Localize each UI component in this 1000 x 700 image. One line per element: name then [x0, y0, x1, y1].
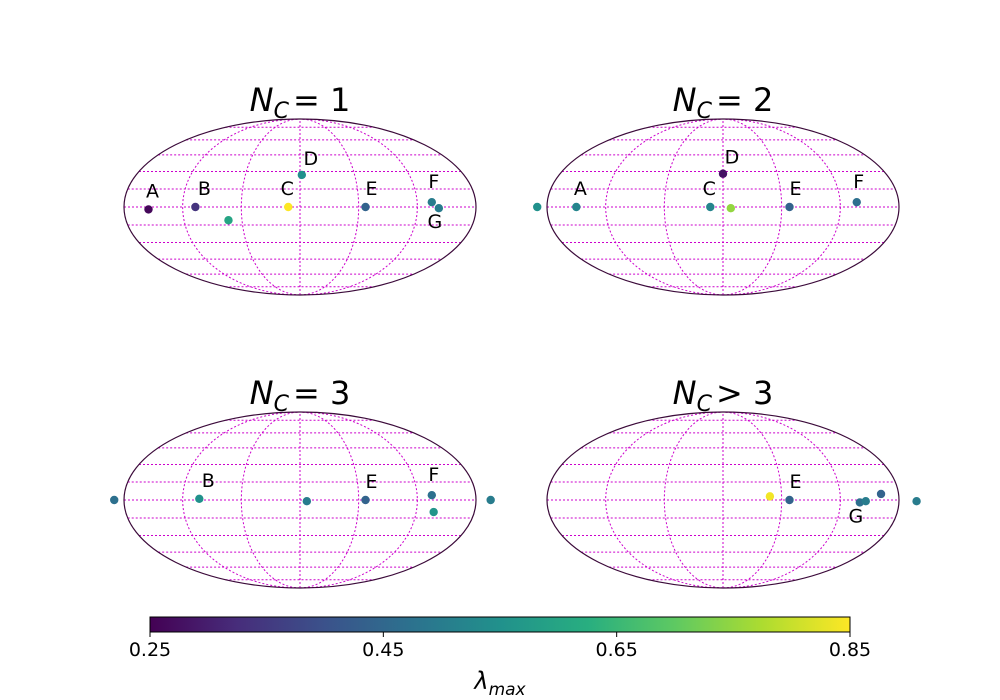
point-label: E — [789, 471, 801, 493]
longitude-gridline — [663, 118, 724, 296]
data-points: EG — [765, 471, 921, 527]
graticule — [124, 118, 476, 296]
longitude-gridline — [240, 118, 301, 296]
data-point — [912, 497, 921, 506]
colorbar-tick-label: 0.25 — [129, 639, 171, 661]
data-points: A CD E F — [533, 147, 864, 213]
panel-title: NC = 2 — [673, 81, 774, 124]
map-outline — [123, 118, 477, 296]
colorbar-tick-label: 0.65 — [596, 639, 638, 661]
map-panel-nc-gt-3: NC > 3EG — [546, 374, 921, 589]
data-point — [726, 204, 736, 213]
data-point — [434, 204, 444, 213]
data-point — [486, 495, 495, 505]
point-label: G — [848, 505, 863, 527]
map-outline — [546, 411, 900, 589]
graticule — [547, 411, 899, 589]
data-point — [361, 495, 370, 505]
point-label: A — [146, 180, 159, 202]
point-label: C — [281, 178, 294, 200]
data-point — [302, 497, 312, 506]
map-outline — [546, 118, 900, 296]
data-point — [765, 492, 775, 501]
data-points: A B CD E FG — [144, 148, 444, 233]
longitude-gridline — [663, 411, 724, 589]
data-point — [361, 202, 370, 212]
data-point — [110, 495, 119, 505]
map-panel-nc-1: NC = 1 A B CD E FG — [123, 81, 477, 296]
point-label: F — [428, 171, 439, 193]
longitude-gridline — [240, 411, 301, 589]
longitude-gridline — [722, 411, 783, 589]
point-label: E — [366, 178, 378, 200]
point-label: B — [198, 178, 211, 200]
data-point — [533, 202, 542, 212]
colorbar-tick-label: 0.85 — [829, 639, 871, 661]
data-point — [876, 489, 886, 499]
colorbar: 0.25 0.45 0.65 0.85 λmax — [129, 616, 871, 700]
graticule — [547, 118, 899, 296]
point-label: F — [428, 464, 439, 486]
graticule — [124, 411, 476, 589]
longitude-gridline — [182, 411, 301, 589]
data-point — [429, 507, 438, 517]
longitude-gridline — [722, 118, 841, 296]
point-label: B — [202, 470, 215, 492]
point-label: D — [303, 148, 318, 170]
longitude-gridline — [722, 411, 841, 589]
longitude-gridline — [605, 411, 724, 589]
colorbar-tick-label: 0.45 — [362, 639, 404, 661]
data-point — [706, 202, 715, 212]
data-point — [144, 205, 153, 214]
map-panel-nc-2: NC = 2 A CD E F — [533, 81, 900, 296]
data-point — [191, 202, 200, 212]
point-label: E — [366, 471, 378, 493]
point-label: F — [853, 171, 864, 193]
colorbar-label: λmax — [472, 667, 526, 700]
data-point — [785, 202, 794, 212]
point-label: A — [574, 178, 587, 200]
longitude-gridline — [299, 118, 418, 296]
panel-title: NC = 3 — [250, 374, 351, 417]
map-outline — [123, 411, 477, 589]
data-point — [284, 202, 293, 212]
data-point — [427, 490, 436, 500]
longitude-gridline — [722, 118, 783, 296]
data-point — [297, 170, 307, 180]
data-point — [195, 494, 204, 503]
longitude-gridline — [182, 118, 301, 296]
colorbar-gradient — [149, 616, 851, 633]
point-label: C — [703, 178, 716, 200]
map-panel-nc-3: NC = 3 B E F — [110, 374, 495, 589]
data-point — [427, 197, 436, 207]
longitude-gridline — [605, 118, 724, 296]
longitude-gridline — [299, 411, 360, 589]
data-point — [852, 197, 861, 207]
panel-title: NC = 1 — [250, 81, 351, 124]
longitude-gridline — [299, 118, 360, 296]
data-point — [785, 495, 794, 505]
data-point — [572, 202, 581, 212]
colorbar-ticks: 0.25 0.45 0.65 0.85 — [129, 632, 871, 661]
point-label: E — [789, 178, 801, 200]
longitude-gridline — [299, 411, 418, 589]
panel-title: NC > 3 — [673, 374, 774, 417]
data-point — [861, 497, 870, 506]
data-point — [718, 169, 728, 178]
point-label: D — [725, 147, 740, 169]
data-point — [224, 216, 233, 225]
point-label: G — [427, 211, 442, 233]
